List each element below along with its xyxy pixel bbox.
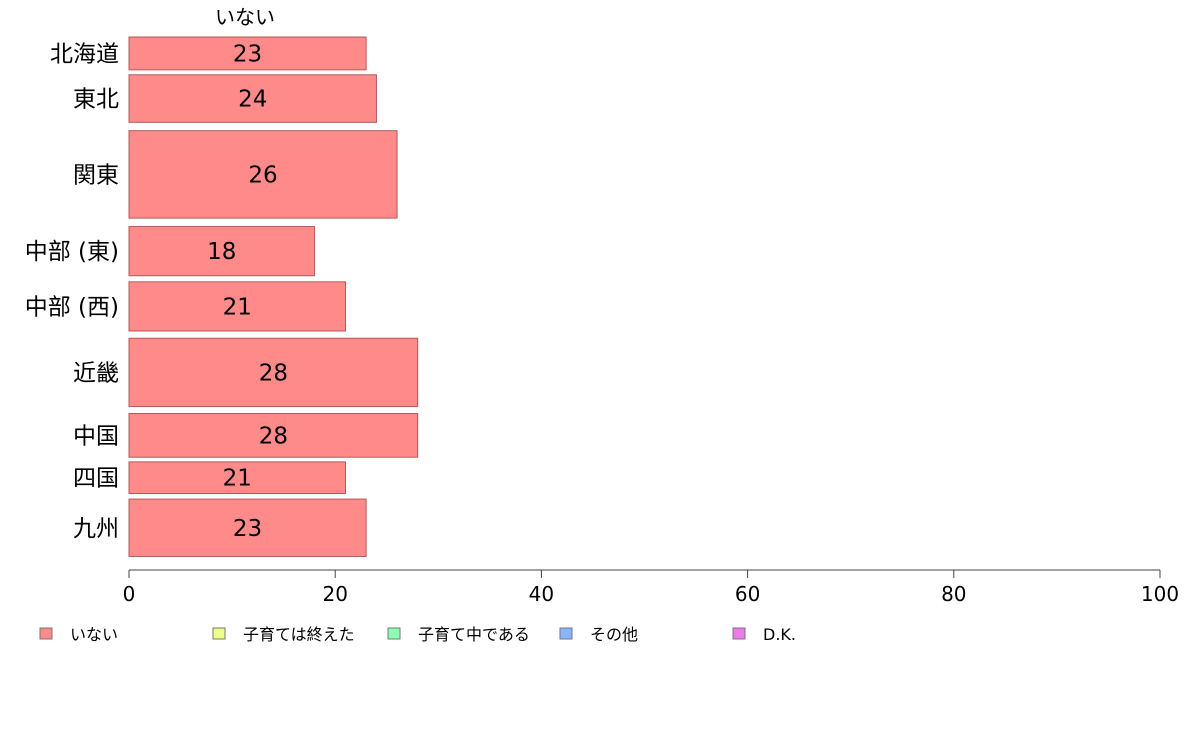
legend: いない 子育ては終えた 子育て中である その他 D.K. bbox=[39, 625, 796, 644]
data-label: 18 bbox=[207, 239, 236, 265]
legend-swatch bbox=[212, 627, 226, 640]
bar-segment bbox=[128, 498, 367, 557]
legend-swatch bbox=[559, 627, 573, 640]
x-tick-label: 100 bbox=[1141, 582, 1179, 606]
category-label: 東北 bbox=[73, 87, 119, 113]
data-label: 21 bbox=[223, 466, 252, 492]
x-tick-label: 80 bbox=[941, 582, 966, 606]
x-axis: 0 20 40 60 80 100 bbox=[123, 569, 1179, 606]
data-label: 23 bbox=[233, 41, 262, 67]
legend-swatch bbox=[39, 627, 53, 640]
legend-label: 子育て中である bbox=[418, 625, 530, 644]
x-tick-label: 60 bbox=[735, 582, 760, 606]
legend-swatch bbox=[387, 627, 401, 640]
bar-segment bbox=[128, 412, 419, 458]
data-label: 26 bbox=[248, 162, 277, 188]
x-tick-label: 0 bbox=[123, 582, 136, 606]
bar-segment bbox=[128, 226, 316, 277]
x-tick-label: 20 bbox=[322, 582, 347, 606]
column-header: いない bbox=[215, 5, 275, 29]
legend-label: D.K. bbox=[763, 625, 796, 644]
category-label: 中国 bbox=[73, 423, 119, 449]
bar-segment bbox=[128, 337, 419, 408]
data-label: 28 bbox=[259, 423, 288, 449]
bar-segment bbox=[128, 281, 347, 332]
category-label: 北海道 bbox=[50, 41, 119, 67]
bar-segment bbox=[128, 36, 367, 71]
bar-segment bbox=[128, 130, 398, 219]
category-label: 九州 bbox=[73, 516, 119, 542]
bar-segment bbox=[128, 74, 377, 123]
data-label: 21 bbox=[223, 294, 252, 320]
data-label: 23 bbox=[233, 516, 262, 542]
category-label: 四国 bbox=[73, 466, 119, 492]
x-tick-label: 40 bbox=[529, 582, 554, 606]
category-label: 近畿 bbox=[73, 360, 119, 386]
category-label: 中部 (東) bbox=[25, 239, 119, 265]
legend-label: その他 bbox=[590, 625, 638, 644]
bar-segment bbox=[128, 461, 347, 495]
legend-swatch bbox=[732, 627, 746, 640]
data-label: 28 bbox=[259, 360, 288, 386]
legend-label: 子育ては終えた bbox=[243, 625, 355, 644]
bars-layer: 北海道 23 東北 24 関東 26 中部 (東) 18 中部 (西) 21 近畿 28 中国 28 四国 2… bbox=[25, 36, 419, 557]
category-label: 中部 (西) bbox=[25, 294, 119, 320]
legend-label: いない bbox=[70, 625, 118, 644]
category-label: 関東 bbox=[73, 162, 119, 188]
data-label: 24 bbox=[238, 87, 267, 113]
column-header-layer: いない bbox=[215, 5, 275, 29]
